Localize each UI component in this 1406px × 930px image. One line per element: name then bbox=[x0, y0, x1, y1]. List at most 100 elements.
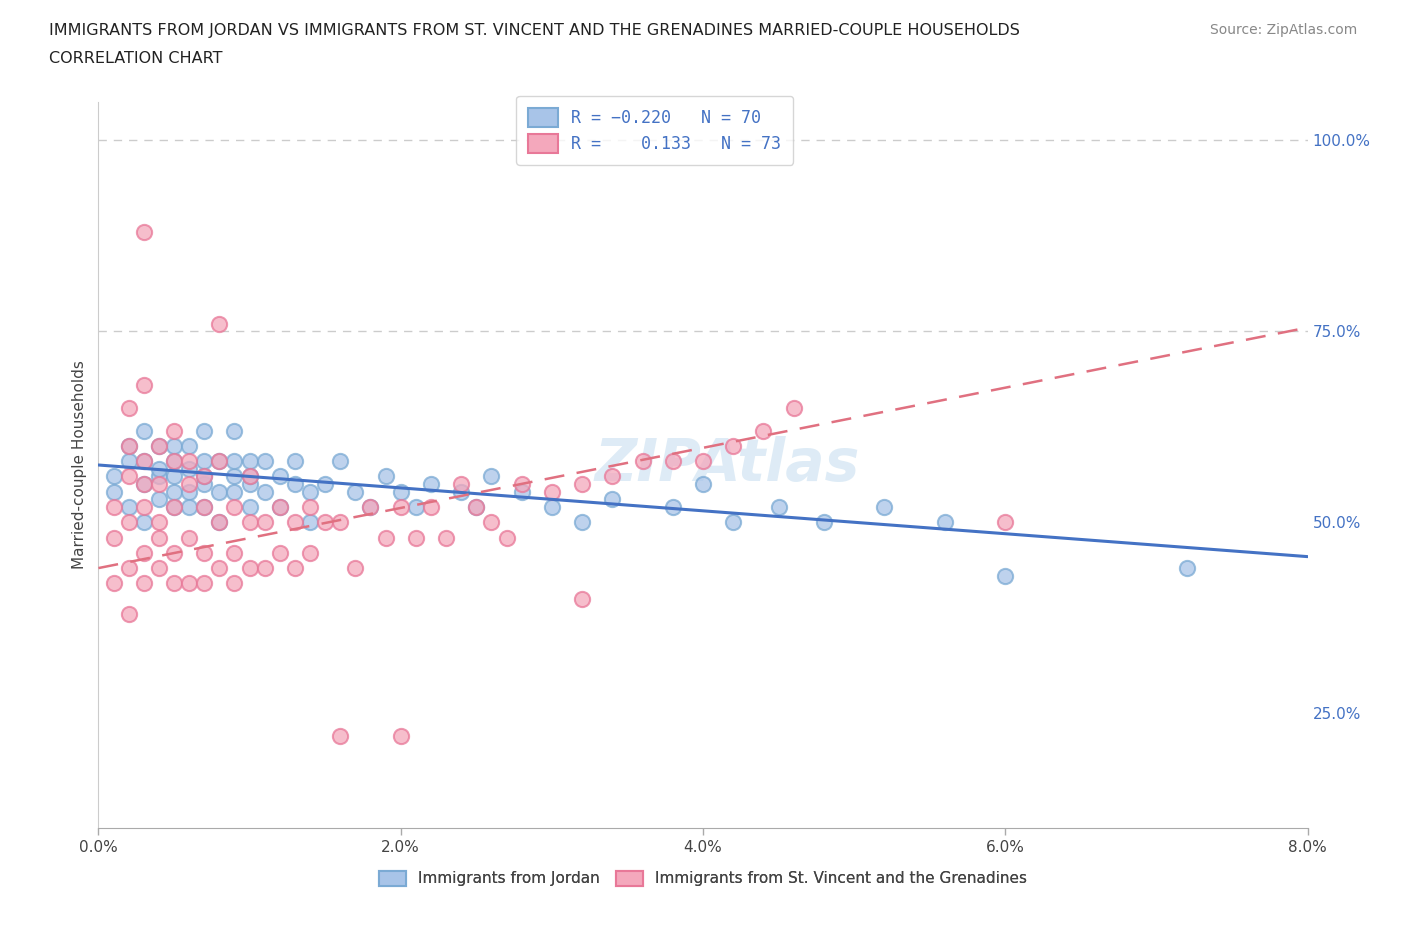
Point bbox=[148, 469, 170, 484]
Point bbox=[193, 576, 215, 591]
Point bbox=[420, 499, 443, 514]
Point bbox=[179, 454, 201, 469]
Point bbox=[284, 561, 307, 576]
Point bbox=[239, 469, 262, 484]
Point bbox=[103, 576, 125, 591]
Point bbox=[132, 499, 155, 514]
Point bbox=[465, 499, 488, 514]
Point bbox=[179, 530, 201, 545]
Point bbox=[163, 576, 186, 591]
Point bbox=[314, 515, 336, 530]
Point bbox=[132, 576, 155, 591]
Point bbox=[284, 454, 307, 469]
Point bbox=[163, 454, 186, 469]
Point bbox=[239, 499, 262, 514]
Point bbox=[360, 499, 382, 514]
Point bbox=[239, 454, 262, 469]
Point bbox=[540, 499, 562, 514]
Point bbox=[661, 499, 683, 514]
Point bbox=[193, 545, 215, 560]
Point bbox=[118, 561, 141, 576]
Point bbox=[224, 576, 246, 591]
Point bbox=[148, 561, 170, 576]
Point bbox=[132, 454, 155, 469]
Point bbox=[571, 515, 593, 530]
Point bbox=[434, 530, 457, 545]
Point bbox=[148, 438, 170, 453]
Point bbox=[208, 515, 231, 530]
Text: CORRELATION CHART: CORRELATION CHART bbox=[49, 51, 222, 66]
Point bbox=[118, 438, 141, 453]
Point bbox=[208, 454, 231, 469]
Point bbox=[284, 515, 307, 530]
Point bbox=[208, 561, 231, 576]
Point bbox=[329, 728, 352, 743]
Point bbox=[389, 499, 412, 514]
Legend: Immigrants from Jordan, Immigrants from St. Vincent and the Grenadines: Immigrants from Jordan, Immigrants from … bbox=[373, 864, 1033, 893]
Point bbox=[269, 499, 291, 514]
Point bbox=[239, 515, 262, 530]
Point bbox=[420, 477, 443, 492]
Point bbox=[179, 499, 201, 514]
Point bbox=[163, 545, 186, 560]
Point bbox=[148, 477, 170, 492]
Point bbox=[163, 499, 186, 514]
Point bbox=[510, 485, 533, 499]
Point bbox=[299, 545, 322, 560]
Text: IMMIGRANTS FROM JORDAN VS IMMIGRANTS FROM ST. VINCENT AND THE GRENADINES MARRIED: IMMIGRANTS FROM JORDAN VS IMMIGRANTS FRO… bbox=[49, 23, 1021, 38]
Point bbox=[163, 454, 186, 469]
Point bbox=[723, 515, 745, 530]
Point bbox=[224, 423, 246, 438]
Point bbox=[239, 561, 262, 576]
Point bbox=[224, 469, 246, 484]
Point bbox=[783, 400, 806, 415]
Point bbox=[284, 477, 307, 492]
Point bbox=[179, 438, 201, 453]
Point bbox=[405, 530, 427, 545]
Point bbox=[1175, 561, 1198, 576]
Point bbox=[118, 400, 141, 415]
Point bbox=[723, 438, 745, 453]
Point bbox=[344, 485, 367, 499]
Point bbox=[163, 485, 186, 499]
Point bbox=[873, 499, 896, 514]
Point bbox=[239, 469, 262, 484]
Point bbox=[208, 454, 231, 469]
Point bbox=[179, 461, 201, 476]
Point bbox=[661, 454, 683, 469]
Point bbox=[934, 515, 956, 530]
Point bbox=[163, 423, 186, 438]
Point bbox=[692, 477, 714, 492]
Point bbox=[148, 492, 170, 507]
Point bbox=[224, 485, 246, 499]
Point bbox=[224, 545, 246, 560]
Point bbox=[510, 477, 533, 492]
Point bbox=[208, 316, 231, 331]
Point bbox=[118, 438, 141, 453]
Point bbox=[481, 469, 503, 484]
Point bbox=[224, 499, 246, 514]
Point bbox=[118, 454, 141, 469]
Point bbox=[571, 591, 593, 606]
Point bbox=[179, 576, 201, 591]
Point bbox=[269, 499, 291, 514]
Point bbox=[540, 485, 562, 499]
Point bbox=[481, 515, 503, 530]
Point bbox=[389, 485, 412, 499]
Point bbox=[193, 477, 215, 492]
Point bbox=[148, 530, 170, 545]
Point bbox=[163, 469, 186, 484]
Y-axis label: Married-couple Households: Married-couple Households bbox=[72, 361, 87, 569]
Point bbox=[299, 499, 322, 514]
Point bbox=[465, 499, 488, 514]
Point bbox=[132, 454, 155, 469]
Point bbox=[193, 469, 215, 484]
Point bbox=[450, 477, 472, 492]
Point bbox=[163, 438, 186, 453]
Point bbox=[994, 568, 1017, 583]
Point bbox=[299, 515, 322, 530]
Point bbox=[118, 469, 141, 484]
Point bbox=[994, 515, 1017, 530]
Point bbox=[193, 454, 215, 469]
Point bbox=[132, 477, 155, 492]
